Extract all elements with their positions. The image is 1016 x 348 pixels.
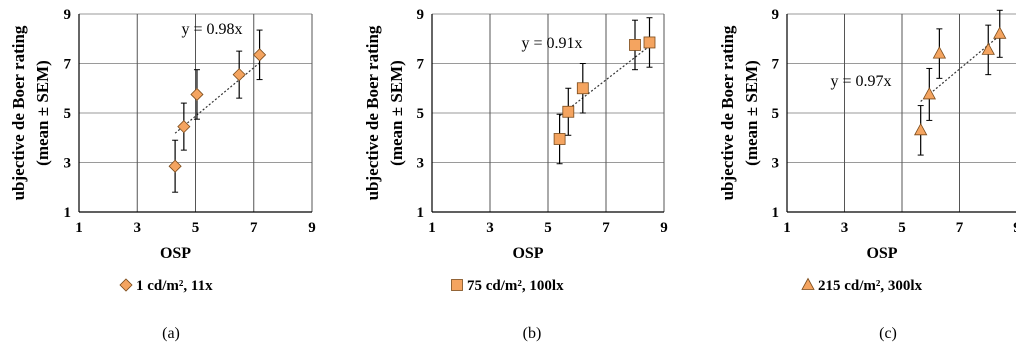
y-axis-label: ubjective de Boer rating (363, 25, 382, 200)
data-point (168, 159, 182, 173)
x-tick-label: 7 (250, 220, 258, 236)
data-point (553, 133, 566, 145)
x-tick-label: 3 (134, 220, 142, 236)
y-tick-label: 9 (64, 7, 72, 23)
x-tick-label: 9 (308, 220, 316, 236)
y-tick-label: 7 (64, 57, 72, 73)
y-axis-label-unit: (mean ± SEM) (33, 60, 52, 166)
chart-panel-1: 1 3 5 7 9 1 3 5 7 9 OSP ubjective de Boer rating (me… (9, 7, 316, 342)
y-tick-label: 7 (417, 57, 425, 73)
chart-panel-2: 1 3 5 7 9 1 3 5 7 9 OSP ubjective de Boer rating (me… (363, 7, 668, 342)
data-point (993, 26, 1007, 39)
x-tick-label: 5 (192, 220, 200, 236)
legend-label: 75 cd/m², 100lx (467, 278, 564, 294)
x-tick-label: 3 (841, 220, 849, 236)
data-point (643, 36, 656, 49)
x-tick-label: 5 (898, 220, 906, 236)
data-point (629, 39, 641, 51)
data-point (914, 122, 928, 136)
y-tick-label: 5 (64, 106, 72, 122)
x-axis-label: OSP (160, 245, 191, 262)
x-tick-label: 3 (486, 220, 494, 236)
y-tick-label: 3 (417, 156, 425, 172)
legend-label: 215 cd/m², 300lx (818, 278, 923, 294)
y-axis-label-unit: (mean ± SEM) (387, 60, 406, 166)
y-tick-label: 3 (772, 156, 780, 172)
data-point (562, 105, 575, 118)
data-point (981, 42, 995, 55)
y-tick-label: 1 (772, 205, 780, 221)
legend-marker (119, 278, 133, 292)
x-axis-label: OSP (866, 245, 897, 262)
chart-panel-3: 1 3 5 7 9 1 3 5 7 9 OSP ubjective de Boer rating (me… (718, 7, 1016, 342)
data-point (922, 87, 936, 100)
x-tick-label: 1 (783, 220, 791, 236)
panel-label: (b) (523, 325, 542, 342)
legend-marker (801, 277, 815, 290)
y-tick-label: 7 (772, 57, 780, 73)
x-tick-label: 7 (602, 220, 610, 236)
fit-equation: y = 0.98x (181, 21, 242, 38)
x-tick-label: 9 (660, 220, 668, 236)
y-tick-label: 1 (64, 205, 72, 221)
y-tick-label: 9 (417, 7, 425, 23)
y-axis-label: ubjective de Boer rating (718, 25, 737, 200)
y-tick-label: 5 (417, 106, 425, 122)
trendline (174, 62, 260, 134)
x-axis-label: OSP (512, 245, 543, 262)
data-point (253, 48, 267, 62)
x-tick-label: 7 (956, 220, 964, 236)
fit-equation: y = 0.97x (830, 73, 891, 90)
panel-label: (a) (162, 325, 180, 342)
y-axis-label: ubjective de Boer rating (9, 25, 28, 200)
trendline (559, 45, 650, 117)
data-point (177, 120, 191, 134)
y-tick-label: 1 (417, 205, 425, 221)
legend-marker (451, 279, 463, 291)
data-point (576, 82, 589, 95)
data-point (232, 68, 246, 82)
legend-label: 1 cd/m², 11x (136, 278, 213, 294)
x-tick-label: 1 (75, 220, 83, 236)
y-tick-label: 3 (64, 156, 72, 172)
fit-equation: y = 0.91x (521, 35, 582, 52)
y-tick-label: 9 (772, 7, 780, 23)
y-tick-label: 5 (772, 106, 780, 122)
data-point (932, 46, 947, 59)
data-point (190, 87, 204, 102)
y-axis-label-unit: (mean ± SEM) (742, 60, 761, 166)
panel-label: (c) (879, 325, 897, 342)
x-tick-label: 9 (1013, 220, 1016, 236)
x-tick-label: 5 (544, 220, 552, 236)
x-tick-label: 1 (428, 220, 436, 236)
